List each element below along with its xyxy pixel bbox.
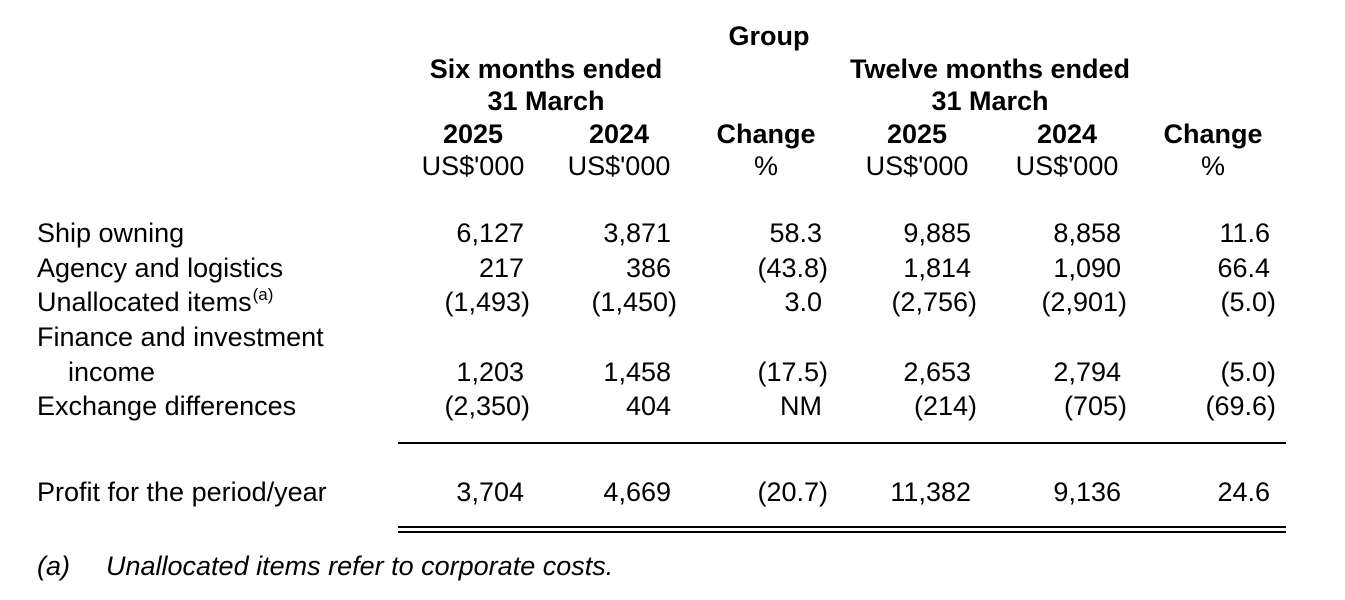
col-1-unit: US$'000 bbox=[421, 151, 525, 181]
table-cell: (1,450) bbox=[591, 287, 677, 317]
group-heading: Group bbox=[728, 21, 810, 51]
subtotal-rule bbox=[398, 442, 1286, 444]
table-cell: (43.8) bbox=[757, 253, 828, 283]
total-cell: 4,669 bbox=[603, 477, 671, 507]
table-cell: 1,090 bbox=[1053, 253, 1121, 283]
table-cell: 9,885 bbox=[903, 218, 971, 248]
table-cell: 1,814 bbox=[903, 253, 971, 283]
table-cell: (69.6) bbox=[1205, 391, 1276, 421]
total-cell: 11,382 bbox=[890, 477, 971, 507]
table-cell: 386 bbox=[625, 253, 671, 283]
total-cell: 24.6 bbox=[1217, 477, 1270, 507]
table-cell: 8,858 bbox=[1053, 218, 1121, 248]
table-cell: 1,458 bbox=[603, 357, 671, 387]
col-4-unit: US$'000 bbox=[865, 151, 969, 181]
col-6-change: Change bbox=[1163, 119, 1263, 149]
table-cell: 58.3 bbox=[769, 218, 822, 248]
footnote-text: Unallocated items refer to corporate cos… bbox=[106, 551, 614, 581]
row-label-text: Unallocated items bbox=[37, 287, 252, 317]
table-cell: 66.4 bbox=[1217, 253, 1270, 283]
table-cell: (17.5) bbox=[757, 357, 828, 387]
col-3-change: Change bbox=[716, 119, 816, 149]
total-double-rule-bottom bbox=[398, 531, 1286, 533]
table-cell: 1,203 bbox=[456, 357, 524, 387]
row-label-ship-owning: Ship owning bbox=[37, 218, 185, 248]
col-2-year: 2024 bbox=[588, 119, 650, 149]
row-label-finance-investment-line2: income bbox=[68, 357, 156, 387]
table-cell: (5.0) bbox=[1220, 287, 1276, 317]
table-cell: (2,350) bbox=[444, 391, 530, 421]
table-cell: (1,493) bbox=[444, 287, 530, 317]
table-cell: 2,653 bbox=[903, 357, 971, 387]
six-months-heading-line1: Six months ended bbox=[429, 54, 663, 84]
table-cell: (705) bbox=[1063, 391, 1127, 421]
six-months-heading-line2: 31 March bbox=[487, 86, 605, 116]
table-cell: NM bbox=[780, 391, 822, 421]
row-label-profit: Profit for the period/year bbox=[37, 477, 327, 507]
table-cell: (5.0) bbox=[1220, 357, 1276, 387]
row-label-finance-investment: Finance and investment bbox=[37, 322, 324, 352]
total-cell: (20.7) bbox=[757, 477, 828, 507]
table-cell: 3.0 bbox=[784, 287, 822, 317]
table-cell: 6,127 bbox=[456, 218, 524, 248]
table-cell: 2,794 bbox=[1053, 357, 1121, 387]
table-cell: 217 bbox=[478, 253, 524, 283]
table-cell: (214) bbox=[913, 391, 977, 421]
row-label-unallocated-items: Unallocated items(a) bbox=[37, 286, 273, 317]
footnote-reference: (a) bbox=[252, 285, 274, 304]
col-2-unit: US$'000 bbox=[567, 151, 671, 181]
table-cell: 11.6 bbox=[1219, 218, 1270, 248]
total-cell: 9,136 bbox=[1053, 477, 1121, 507]
total-cell: 3,704 bbox=[456, 477, 524, 507]
table-cell: 404 bbox=[625, 391, 671, 421]
col-5-unit: US$'000 bbox=[1015, 151, 1119, 181]
row-label-agency-logistics: Agency and logistics bbox=[37, 253, 284, 283]
footnote-marker: (a) bbox=[37, 551, 70, 581]
table-cell: (2,901) bbox=[1041, 287, 1127, 317]
col-1-year: 2025 bbox=[442, 119, 504, 149]
twelve-months-heading-line2: 31 March bbox=[931, 86, 1049, 116]
total-double-rule-top bbox=[398, 526, 1286, 528]
twelve-months-heading-line1: Twelve months ended bbox=[849, 54, 1131, 84]
col-5-year: 2024 bbox=[1036, 119, 1098, 149]
col-6-unit: % bbox=[1200, 151, 1226, 181]
col-4-year: 2025 bbox=[886, 119, 948, 149]
table-cell: (2,756) bbox=[891, 287, 977, 317]
table-cell: 3,871 bbox=[603, 218, 671, 248]
row-label-exchange-differences: Exchange differences bbox=[37, 391, 297, 421]
col-3-unit: % bbox=[753, 151, 779, 181]
